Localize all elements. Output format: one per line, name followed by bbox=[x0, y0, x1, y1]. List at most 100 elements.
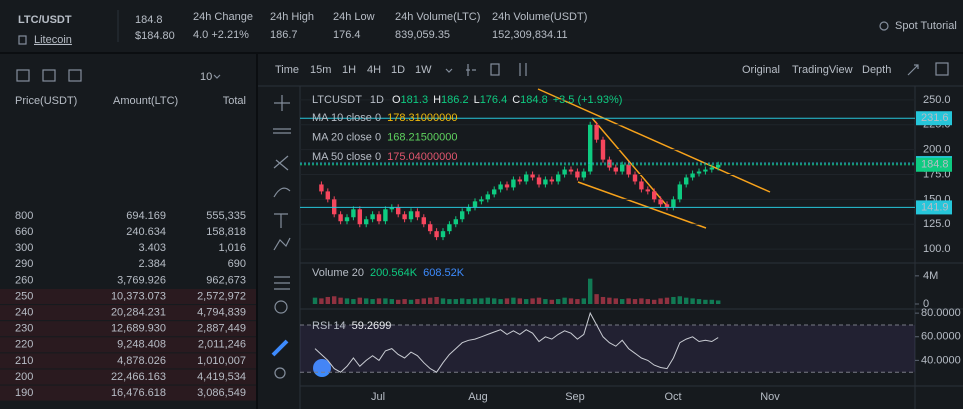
stat-value: 186.7 bbox=[270, 29, 298, 41]
volume-bar bbox=[325, 296, 330, 304]
volume-bar bbox=[716, 300, 721, 304]
layout-icon[interactable] bbox=[935, 62, 949, 76]
symbol: LTC/USDT bbox=[18, 14, 72, 26]
volume-bar bbox=[684, 297, 689, 304]
volume-bar bbox=[434, 296, 439, 304]
candle bbox=[568, 169, 574, 172]
stat-label: 24h Volume(LTC) bbox=[395, 11, 480, 23]
book-cell: 240.634 bbox=[126, 226, 166, 238]
coin-icon bbox=[18, 35, 27, 45]
interval[interactable]: 1W bbox=[415, 64, 432, 76]
candle bbox=[517, 179, 522, 182]
book-cell: 12,689.930 bbox=[111, 323, 166, 335]
book-cell: 962,673 bbox=[206, 274, 246, 286]
volume-bar bbox=[536, 297, 542, 304]
volume-bar bbox=[344, 298, 350, 304]
candle bbox=[575, 171, 580, 178]
candle bbox=[460, 211, 465, 220]
candle bbox=[453, 219, 458, 225]
volume-bar bbox=[671, 296, 676, 304]
volume-bar bbox=[421, 298, 426, 304]
candle bbox=[677, 184, 682, 200]
book-cell: 2.384 bbox=[138, 258, 166, 270]
book-layout-icons[interactable] bbox=[16, 69, 82, 82]
chart-legend: LTCUSDT 1D O181.3 H186.2 L176.4 C184.8 +3.5 (+… bbox=[312, 94, 622, 106]
volume-bar bbox=[600, 296, 606, 304]
interval[interactable]: 4H bbox=[367, 64, 381, 76]
price-tag-label: 231.6 bbox=[921, 112, 949, 124]
volume-bar bbox=[709, 299, 714, 304]
interval[interactable]: 15m bbox=[310, 64, 331, 76]
legend-ohlc-label: H bbox=[433, 94, 441, 106]
x-tick-label: Nov bbox=[760, 391, 780, 403]
interval[interactable]: 1H bbox=[342, 64, 356, 76]
spot-tutorial[interactable]: Spot Tutorial bbox=[895, 20, 957, 32]
book-cell: 555,335 bbox=[206, 210, 246, 222]
template-icon[interactable] bbox=[490, 63, 500, 76]
interval[interactable]: 1D bbox=[391, 64, 405, 76]
candle bbox=[485, 194, 490, 200]
stat-label: 24h Volume(USDT) bbox=[492, 11, 587, 23]
depth-bar bbox=[0, 353, 256, 369]
rsi-tick-label: 80.0000 bbox=[921, 307, 961, 319]
volume-bar bbox=[664, 297, 670, 304]
book-price: 240 bbox=[15, 307, 33, 319]
volume-bar bbox=[581, 298, 586, 304]
candle bbox=[421, 217, 426, 225]
drawing-tools[interactable] bbox=[271, 95, 291, 379]
indicator-icon[interactable] bbox=[466, 64, 476, 76]
book-cell: 2,887,449 bbox=[197, 323, 246, 335]
book-cell: 9,248.408 bbox=[117, 339, 166, 351]
volume-bar bbox=[415, 299, 420, 304]
toolbar-label: Time bbox=[275, 64, 299, 76]
volume-tick-label: 4M bbox=[923, 270, 938, 282]
volume-bar bbox=[383, 298, 388, 304]
volume-bar bbox=[364, 298, 369, 304]
depth-caret[interactable] bbox=[213, 74, 221, 79]
depth-select[interactable]: 10 bbox=[200, 71, 212, 83]
volume-value: 200.564K bbox=[370, 267, 418, 279]
coin-link[interactable]: Litecoin bbox=[34, 34, 72, 46]
rsi-value: 59.2699 bbox=[352, 320, 392, 332]
candle bbox=[690, 173, 695, 178]
volume-bar bbox=[556, 299, 561, 304]
candle bbox=[325, 191, 330, 200]
book-price: 210 bbox=[15, 355, 33, 367]
stat-label: 24h Low bbox=[333, 11, 375, 23]
book-price: 800 bbox=[15, 210, 33, 222]
volume-bar bbox=[485, 297, 490, 304]
view-tab[interactable]: TradingView bbox=[792, 64, 853, 76]
candle-icon[interactable] bbox=[519, 63, 527, 76]
volume-bar bbox=[677, 296, 682, 304]
legend-symbol: LTCUSDT bbox=[312, 94, 362, 106]
volume-bar bbox=[696, 299, 702, 304]
volume-bar bbox=[613, 298, 618, 304]
candle bbox=[530, 174, 535, 178]
candle bbox=[447, 224, 452, 232]
interval-caret[interactable] bbox=[445, 68, 453, 73]
book-cell: 3,769.926 bbox=[117, 274, 166, 286]
legend-ohlc-value: 181.3 bbox=[401, 94, 429, 106]
depth-bar bbox=[0, 369, 256, 385]
view-tab[interactable]: Original bbox=[742, 64, 780, 76]
depth-bar bbox=[0, 321, 256, 337]
volume-bar bbox=[357, 297, 362, 304]
view-tab[interactable]: Depth bbox=[862, 64, 891, 76]
volume-bar bbox=[460, 298, 465, 304]
legend-ohlc-value: 184.8 bbox=[520, 94, 548, 106]
book-price: 300 bbox=[15, 242, 33, 254]
x-tick-label: Jul bbox=[371, 391, 385, 403]
stat-value: 176.4 bbox=[333, 29, 361, 41]
rsi-tick-label: 40.0000 bbox=[921, 354, 961, 366]
volume-bar bbox=[370, 299, 375, 304]
volume-bar bbox=[594, 294, 599, 304]
candle bbox=[594, 124, 599, 140]
book-price: 230 bbox=[15, 323, 33, 335]
volume-value: 608.52K bbox=[423, 267, 465, 279]
volume-bar bbox=[312, 297, 318, 304]
volume-bar bbox=[396, 299, 401, 304]
book-cell: 158,818 bbox=[206, 226, 246, 238]
candle bbox=[408, 211, 414, 220]
candle bbox=[434, 231, 439, 238]
fullscreen-icon[interactable] bbox=[907, 64, 919, 76]
